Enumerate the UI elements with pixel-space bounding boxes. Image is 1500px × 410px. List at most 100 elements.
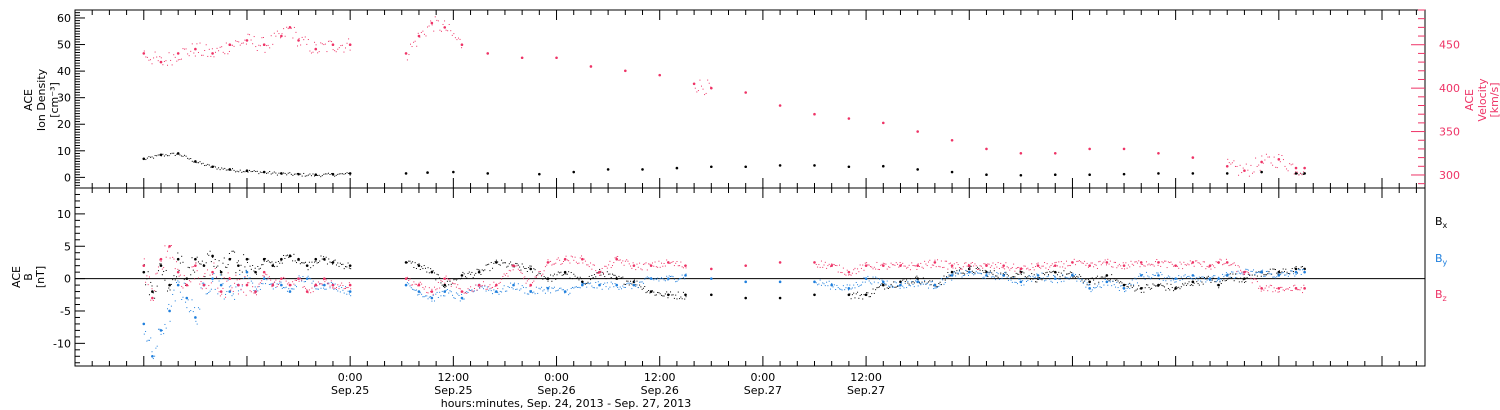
data-point	[1139, 287, 1143, 290]
noise-point	[222, 51, 224, 53]
noise-point	[838, 264, 840, 266]
noise-point	[572, 256, 574, 258]
noise-point	[646, 276, 648, 278]
noise-point	[170, 305, 172, 307]
noise-point	[348, 293, 350, 295]
noise-point	[498, 263, 500, 265]
noise-point	[1000, 272, 1002, 274]
noise-point	[862, 264, 864, 266]
noise-point	[583, 282, 585, 284]
noise-point	[559, 272, 561, 274]
noise-point	[889, 286, 891, 288]
noise-point	[685, 296, 687, 298]
noise-point	[1089, 284, 1091, 286]
noise-point	[666, 275, 668, 277]
noise-point	[663, 279, 665, 281]
data-point	[684, 293, 687, 297]
noise-point	[266, 261, 268, 263]
noise-point	[210, 55, 212, 57]
noise-point	[239, 273, 241, 275]
noise-point	[854, 267, 856, 269]
data-point	[314, 47, 318, 51]
noise-point	[951, 266, 953, 268]
noise-point	[423, 296, 425, 298]
noise-point	[303, 172, 305, 174]
noise-point	[1103, 261, 1105, 263]
noise-point	[473, 287, 475, 289]
noise-point	[1272, 276, 1274, 278]
noise-point	[459, 288, 461, 290]
noise-point	[326, 283, 328, 285]
noise-point	[284, 172, 286, 174]
noise-point	[677, 265, 679, 267]
noise-point	[499, 281, 501, 283]
noise-point	[277, 284, 279, 286]
noise-point	[1015, 272, 1017, 274]
noise-point	[252, 43, 254, 45]
noise-point	[439, 29, 441, 31]
noise-point	[276, 283, 278, 285]
data-point	[1053, 264, 1057, 267]
noise-point	[1029, 276, 1031, 278]
noise-point	[188, 267, 190, 269]
noise-point	[325, 256, 327, 258]
noise-point	[593, 287, 595, 289]
noise-point	[1276, 276, 1278, 278]
noise-point	[1176, 287, 1178, 289]
noise-point	[532, 292, 534, 294]
noise-point	[958, 269, 960, 271]
noise-point	[579, 257, 581, 259]
noise-point	[271, 286, 273, 288]
noise-point	[1171, 287, 1173, 289]
noise-point	[1164, 260, 1166, 262]
noise-point	[644, 278, 646, 280]
noise-point	[1197, 279, 1199, 281]
data-point	[323, 283, 326, 287]
noise-point	[1127, 286, 1129, 288]
noise-point	[1170, 261, 1172, 263]
noise-point	[477, 285, 479, 287]
noise-point	[1251, 172, 1253, 174]
noise-point	[1020, 284, 1022, 286]
noise-point	[1164, 286, 1166, 288]
noise-point	[1125, 262, 1127, 264]
noise-point	[1016, 267, 1018, 269]
noise-point	[553, 273, 555, 275]
noise-point	[437, 281, 439, 283]
noise-point	[173, 289, 175, 291]
noise-point	[346, 42, 348, 44]
noise-point	[236, 279, 238, 281]
noise-point	[1042, 272, 1044, 274]
noise-point	[671, 275, 673, 277]
noise-point	[1283, 271, 1285, 273]
noise-point	[1263, 275, 1265, 277]
noise-point	[306, 264, 308, 266]
noise-point	[1249, 275, 1251, 277]
noise-point	[444, 287, 446, 289]
data-point	[881, 264, 885, 267]
noise-point	[520, 271, 522, 273]
noise-point	[455, 279, 457, 281]
noise-point	[1240, 273, 1242, 275]
noise-point	[146, 278, 148, 280]
noise-point	[209, 274, 211, 276]
noise-point	[226, 290, 228, 292]
noise-point	[440, 282, 442, 284]
noise-point	[960, 267, 962, 269]
noise-point	[599, 284, 601, 286]
noise-point	[1228, 277, 1230, 279]
noise-point	[515, 288, 517, 290]
noise-point	[1231, 277, 1233, 279]
noise-point	[285, 255, 287, 257]
noise-point	[933, 288, 935, 290]
noise-point	[225, 293, 227, 295]
noise-point	[1081, 279, 1083, 281]
noise-point	[332, 49, 334, 51]
noise-point	[226, 266, 228, 268]
noise-point	[262, 36, 264, 38]
noise-point	[201, 282, 203, 284]
noise-point	[1300, 273, 1302, 275]
noise-point	[543, 270, 545, 272]
noise-point	[190, 274, 192, 276]
data-point	[778, 296, 782, 300]
